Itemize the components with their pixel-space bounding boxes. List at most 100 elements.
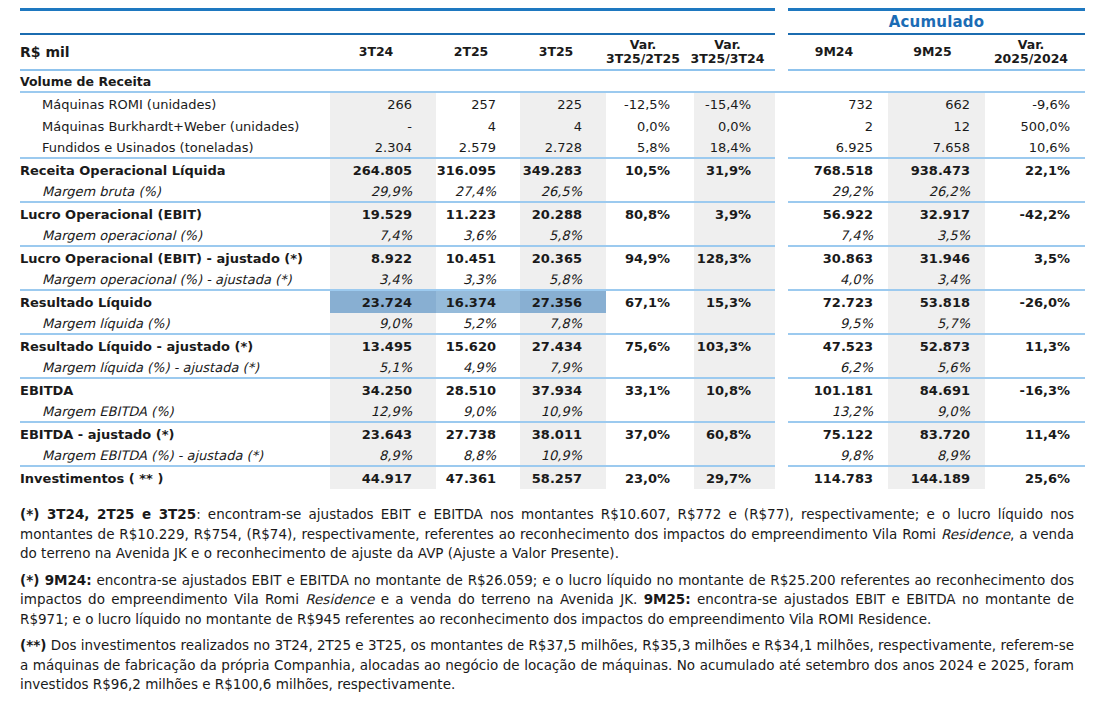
- value-cell: 4: [436, 115, 520, 137]
- value-cell: 29,7%: [694, 467, 775, 489]
- value-cell: 257: [436, 93, 520, 115]
- row-label: EBITDA - ajustado (*): [20, 423, 330, 445]
- value-cell: -26,0%: [985, 291, 1085, 313]
- table-row: Resultado Líquido - ajustado (*)13.49515…: [20, 335, 1086, 357]
- value-cell: 27.434: [520, 335, 606, 357]
- value-cell: 7,4%: [788, 225, 888, 247]
- value-cell: 10,8%: [694, 379, 775, 401]
- value-cell: 19.529: [330, 203, 436, 225]
- footnote: (**) Dos investimentos realizados no 3T2…: [20, 636, 1074, 695]
- column-header-row: R$ mil3T242T253T25Var. 3T25/2T25Var. 3T2…: [20, 35, 1086, 71]
- volume-section-right: [788, 71, 1085, 93]
- value-cell: 7,8%: [520, 313, 606, 335]
- row-label: Margem operacional (%) - ajustada (*): [20, 269, 330, 291]
- value-cell: [606, 401, 694, 423]
- value-cell: 10,6%: [985, 137, 1085, 159]
- value-cell: 5,8%: [520, 269, 606, 291]
- section-gap: [775, 137, 788, 159]
- value-cell: 3,3%: [436, 269, 520, 291]
- value-cell: 37,0%: [606, 423, 694, 445]
- value-cell: [606, 357, 694, 379]
- value-cell: 3,4%: [888, 269, 985, 291]
- value-cell: 128,3%: [694, 247, 775, 269]
- value-cell: 15,3%: [694, 291, 775, 313]
- value-cell: 84.691: [888, 379, 985, 401]
- value-cell: 768.518: [788, 159, 888, 181]
- value-cell: [985, 225, 1085, 247]
- section-gap: [775, 71, 788, 93]
- table-row: Margem líquida (%) - ajustada (*)5,1%4,9…: [20, 357, 1086, 379]
- footnote-segment: Residence: [941, 526, 1010, 542]
- acumulado-band-left: [20, 11, 775, 35]
- value-cell: 13,2%: [788, 401, 888, 423]
- value-cell: [694, 181, 775, 203]
- value-cell: 662: [888, 93, 985, 115]
- column-header-4: Var. 3T25/2T25: [606, 35, 694, 71]
- table-body: Máquinas ROMI (unidades)266257225-12,5%-…: [20, 93, 1086, 489]
- value-cell: 10,5%: [606, 159, 694, 181]
- value-cell: 26,2%: [888, 181, 985, 203]
- value-cell: 10,9%: [520, 401, 606, 423]
- unit-label: R$ mil: [20, 35, 330, 71]
- value-cell: 6,2%: [788, 357, 888, 379]
- value-cell: 20.365: [520, 247, 606, 269]
- value-cell: 4,0%: [788, 269, 888, 291]
- section-gap: [775, 159, 788, 181]
- value-cell: [985, 445, 1085, 467]
- value-cell: 103,3%: [694, 335, 775, 357]
- value-cell: 12,9%: [330, 401, 436, 423]
- value-cell: 23,0%: [606, 467, 694, 489]
- section-gap: [775, 225, 788, 247]
- value-cell: 7.658: [888, 137, 985, 159]
- value-cell: 27,4%: [436, 181, 520, 203]
- value-cell: 30.863: [788, 247, 888, 269]
- financial-results-table: Acumulado R$ mil3T242T253T25Var. 3T25/2T…: [20, 8, 1086, 489]
- value-cell: 11,4%: [985, 423, 1085, 445]
- value-cell: 58.257: [520, 467, 606, 489]
- row-label: Resultado Líquido: [20, 291, 330, 313]
- value-cell: 94,9%: [606, 247, 694, 269]
- section-gap: [775, 11, 788, 35]
- value-cell: [985, 313, 1085, 335]
- section-gap: [775, 35, 789, 71]
- value-cell: 83.720: [888, 423, 985, 445]
- table-row: Receita Operacional Líquida264.805316.09…: [20, 159, 1086, 181]
- value-cell: [694, 445, 775, 467]
- value-cell: 31.946: [888, 247, 985, 269]
- table-row: Lucro Operacional (EBIT)19.52911.22320.2…: [20, 203, 1086, 225]
- value-cell: 31,9%: [694, 159, 775, 181]
- section-gap: [775, 181, 788, 203]
- section-gap: [775, 203, 788, 225]
- footnote-segment: Dos investimentos realizados no 3T24, 2T…: [20, 637, 1074, 692]
- value-cell: 349.283: [520, 159, 606, 181]
- value-cell: 9,0%: [436, 401, 520, 423]
- value-cell: -42,2%: [985, 203, 1085, 225]
- value-cell: 9,0%: [330, 313, 436, 335]
- footnotes: (*) 3T24, 2T25 e 3T25: encontram-se ajus…: [20, 505, 1074, 695]
- value-cell: 29,2%: [788, 181, 888, 203]
- value-cell: [694, 401, 775, 423]
- row-label: Margem operacional (%): [20, 225, 330, 247]
- value-cell: [694, 269, 775, 291]
- row-label: Máquinas ROMI (unidades): [20, 93, 330, 115]
- value-cell: 500,0%: [985, 115, 1085, 137]
- value-cell: 5,6%: [888, 357, 985, 379]
- table-row: Fundidos e Usinados (toneladas)2.3042.57…: [20, 137, 1086, 159]
- value-cell: 80,8%: [606, 203, 694, 225]
- section-gap: [775, 291, 788, 313]
- section-gap: [775, 445, 788, 467]
- value-cell: 8.922: [330, 247, 436, 269]
- column-header-1: 3T24: [330, 35, 436, 71]
- value-cell: 6.925: [788, 137, 888, 159]
- footnote-segment: 9M25:: [644, 591, 691, 607]
- value-cell: 27.738: [436, 423, 520, 445]
- value-cell: 8,9%: [888, 445, 985, 467]
- row-label: Fundidos e Usinados (toneladas): [20, 137, 330, 159]
- row-label: Margem líquida (%): [20, 313, 330, 335]
- row-label: EBITDA: [20, 379, 330, 401]
- acumulado-band: Acumulado: [20, 11, 1086, 35]
- value-cell: [985, 181, 1085, 203]
- value-cell: 264.805: [330, 159, 436, 181]
- value-cell: 7,4%: [330, 225, 436, 247]
- table-row: Máquinas Burkhardt+Weber (unidades)-440,…: [20, 115, 1086, 137]
